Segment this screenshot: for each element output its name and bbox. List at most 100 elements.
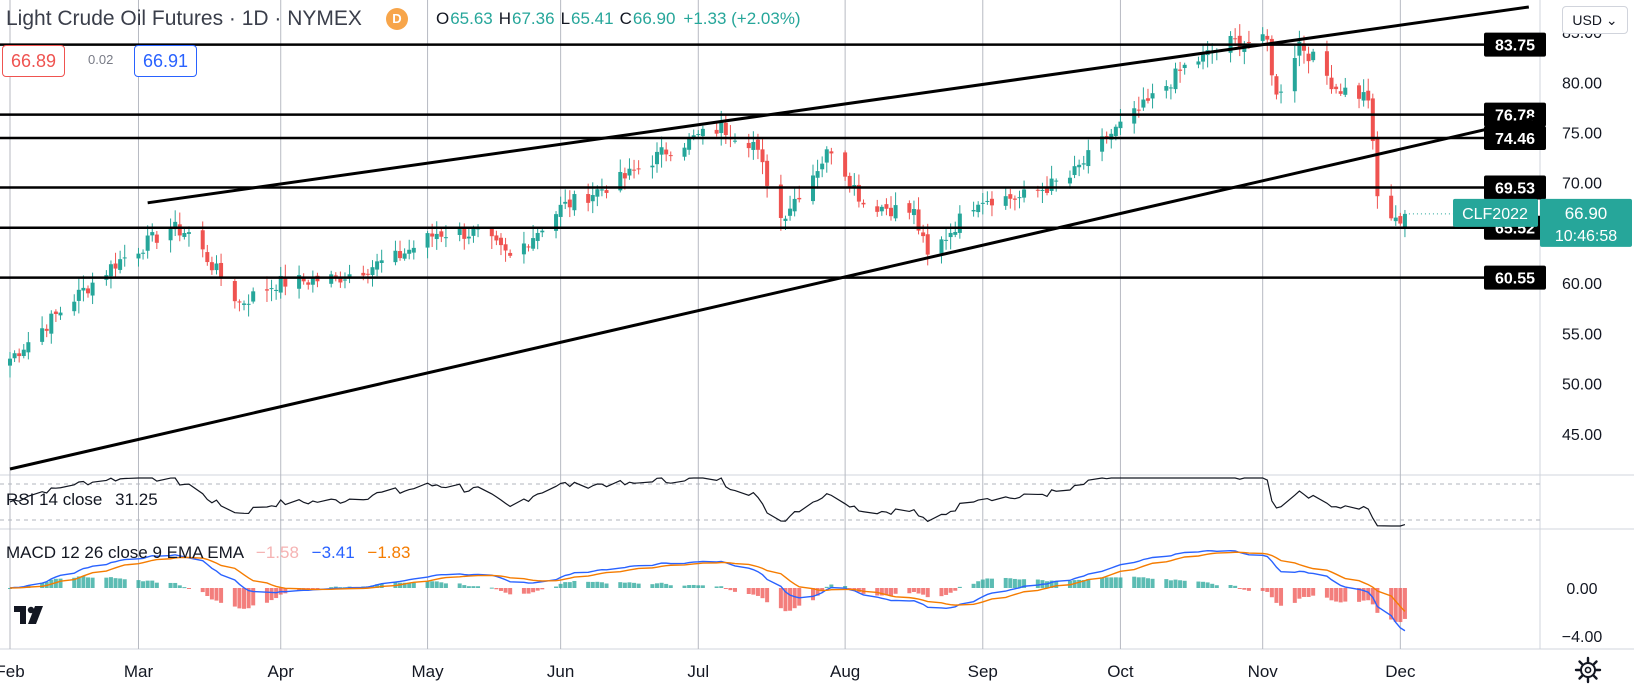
- candle: [8, 352, 12, 378]
- candle: [696, 130, 701, 137]
- high-value: 67.36: [512, 9, 555, 28]
- macd-hist-bar: [1081, 580, 1086, 588]
- candle: [508, 249, 513, 258]
- candle-body: [393, 250, 398, 263]
- candle-body: [457, 229, 462, 235]
- macd-hist-bar: [1118, 577, 1123, 588]
- low-label: L: [560, 9, 571, 28]
- candle-body: [498, 237, 503, 246]
- macd-hist-bar: [232, 588, 237, 607]
- candle: [1072, 155, 1077, 179]
- candle: [168, 218, 173, 253]
- candle-body: [622, 173, 627, 179]
- candle-body: [76, 289, 81, 301]
- macd-hist-bar: [746, 588, 751, 595]
- candle-body: [439, 231, 444, 237]
- candle-body: [1343, 87, 1348, 95]
- change-value: +1.33 (+2.03%): [683, 9, 801, 28]
- macd-hist-bar: [879, 588, 884, 596]
- candle: [1168, 84, 1173, 100]
- tradingview-logo-icon[interactable]: [12, 604, 46, 626]
- candle-body: [1173, 68, 1178, 90]
- macd-hist-bar: [443, 583, 448, 588]
- macd-hist-bar: [81, 576, 86, 588]
- candle-body: [503, 244, 508, 251]
- macd-hist-bar: [154, 582, 159, 588]
- macd-hist-bar: [439, 582, 444, 588]
- candle-body: [691, 135, 696, 138]
- macd-hist-bar: [1132, 576, 1137, 588]
- candle: [714, 122, 719, 137]
- candle-body: [141, 252, 146, 254]
- macd-hist-bar: [595, 581, 600, 588]
- candle-body: [113, 263, 118, 269]
- macd-hist-bar: [1311, 588, 1316, 596]
- candle-body: [1182, 64, 1187, 69]
- candle-body: [567, 199, 572, 208]
- candle: [654, 142, 659, 173]
- candle-body: [237, 301, 242, 303]
- candle: [884, 198, 889, 216]
- macd-hist-bar: [884, 588, 889, 596]
- time-tick-label: Feb: [0, 662, 25, 681]
- candle: [879, 204, 884, 216]
- candle-body: [847, 175, 852, 188]
- candle-body: [976, 204, 981, 213]
- candle-body: [792, 198, 797, 212]
- macd-hist-bar: [939, 588, 944, 597]
- open-label: O: [435, 9, 450, 28]
- macd-hist-bar: [122, 579, 127, 588]
- candle-body: [1398, 216, 1403, 224]
- currency-selector[interactable]: USD ⌄: [1562, 6, 1628, 34]
- gear-icon[interactable]: [1574, 656, 1602, 684]
- data-delay-badge[interactable]: D: [385, 8, 408, 30]
- rsi-label: RSI 14 close: [6, 490, 103, 509]
- sell-button[interactable]: 66.89: [2, 45, 66, 77]
- macd-hist-bar: [755, 588, 760, 596]
- macd-hist-bar: [732, 588, 737, 592]
- rsi-legend[interactable]: RSI 14 close 31.25: [6, 490, 158, 510]
- macd-hist-bar: [40, 582, 45, 588]
- candle-body: [746, 142, 751, 149]
- macd-hist-bar: [788, 588, 793, 611]
- macd-hist-bar: [471, 586, 476, 588]
- candle-body: [168, 228, 173, 241]
- candle-body: [398, 251, 403, 259]
- candle: [1081, 155, 1086, 170]
- candle: [1233, 28, 1238, 47]
- candle-body: [49, 313, 54, 334]
- candle-body: [342, 279, 347, 281]
- candle-body: [989, 198, 994, 206]
- macd-hist-bar: [462, 585, 467, 588]
- candle: [1118, 109, 1123, 136]
- macd-hist-bar: [829, 584, 834, 588]
- macd-hist-bar: [971, 583, 976, 588]
- candle: [154, 231, 159, 249]
- macd-hist-bar: [526, 588, 531, 594]
- candle-body: [150, 232, 155, 236]
- candle: [242, 300, 247, 311]
- candle: [788, 195, 793, 221]
- candle-body: [1100, 136, 1105, 152]
- candle: [953, 221, 958, 238]
- macd-hist-bar: [650, 584, 655, 588]
- buy-button[interactable]: 66.91: [134, 45, 198, 77]
- candle-body: [948, 232, 953, 238]
- candle: [301, 273, 306, 285]
- candle-body: [700, 128, 705, 137]
- symbol-title[interactable]: Light Crude Oil Futures · 1D · NYMEX: [6, 7, 362, 30]
- macd-legend[interactable]: MACD 12 26 close 9 EMA EMA −1.58 −3.41 −…: [6, 543, 410, 563]
- macd-hist-bar: [521, 588, 526, 594]
- macd-hist-bar: [407, 582, 412, 588]
- candle-body: [90, 282, 95, 296]
- candle-body: [283, 277, 288, 287]
- candle: [434, 221, 439, 250]
- macd-hist-bar: [72, 577, 77, 588]
- candle-body: [108, 264, 113, 277]
- candle: [278, 266, 283, 299]
- candle-body: [696, 134, 701, 136]
- candle: [1141, 87, 1146, 111]
- candle: [856, 174, 861, 208]
- candle: [636, 160, 641, 175]
